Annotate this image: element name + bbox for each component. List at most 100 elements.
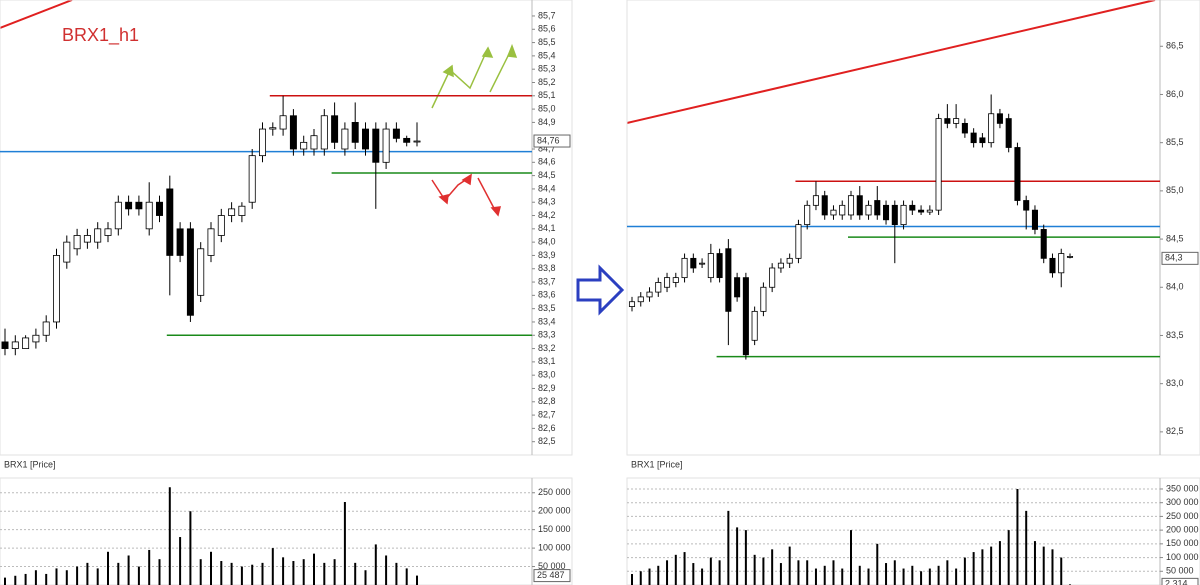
arrow-head [481,46,494,58]
y-tick-label: 82,5 [1166,426,1184,436]
candle-body [690,257,697,269]
panel-label: BRX1 [Price] [4,459,56,469]
candle-body [839,204,846,216]
candle-body [42,321,50,336]
candle-body [979,137,986,144]
last-value-label: 84,3 [1165,253,1183,263]
y-tick-label: 86,0 [1166,89,1184,99]
candle-body [351,121,359,143]
y-tick-label: 85,0 [538,103,556,113]
transition-arrow [576,264,625,316]
y-tick-label: 83,8 [538,263,556,273]
y-tick-label: 84,4 [538,183,556,193]
scenario-arrows [431,43,518,217]
candle-body [883,204,890,221]
candle-body [53,255,60,323]
candle-body [11,341,19,349]
y-tick-label: 84,6 [538,157,556,167]
candle-body [73,235,81,250]
candle-body [238,205,246,216]
candle-body [392,128,400,139]
candle-body [681,257,688,279]
candle-body [331,115,339,143]
candle-body [1005,118,1012,148]
y-tick-label: 83,1 [538,356,556,366]
last-value-box [533,569,571,583]
y-tick-label: 83,7 [538,276,556,286]
candle-body [804,204,811,226]
candle-body [289,115,297,150]
y-tick-label: 84,2 [538,210,556,220]
candle-body [900,204,907,226]
y-tick-label: 250 000 [1166,511,1199,521]
candle-body [217,215,225,236]
panel-frame [0,477,573,585]
panel-frame [626,477,1200,585]
y-tick-label: 85,5 [1166,137,1184,147]
y-tick-label: 83,6 [538,290,556,300]
y-tick-label: 85,5 [538,37,556,47]
candle-body [22,337,30,349]
candle-body [891,204,898,226]
candle-body [403,137,411,143]
y-tick-label: 100 000 [538,542,571,552]
trend-line [0,0,73,29]
y-tick-label: 350 000 [1166,483,1199,493]
y-tick-label: 84,5 [1166,233,1184,243]
candle-body [725,248,732,312]
candle-body [637,296,644,303]
candle-body [953,118,960,124]
candle-body [628,301,636,307]
y-tick-label: 84,9 [538,117,556,127]
up-arrow-path [489,47,513,93]
candle-body [707,253,714,279]
candle-body [909,204,916,211]
candle-body [1066,256,1074,258]
candle-body [664,277,671,288]
y-tick-label: 200 000 [1166,525,1199,535]
down-arrow-path [477,177,497,213]
panel-frame [0,0,573,456]
candle-body [769,267,776,288]
y-tick-label: 82,9 [538,383,556,393]
candle-body [166,188,174,256]
y-tick-label: 82,8 [538,396,556,406]
arrow-head [490,206,501,217]
y-tick-label: 50 000 [538,561,566,571]
arrow-head [461,173,472,186]
candle-body [786,257,793,264]
candle-body [865,204,872,216]
trend-line [626,0,1156,124]
candle-body [1,341,9,349]
candle-body [944,118,951,124]
candle-body [156,201,163,216]
candle-body [341,128,349,150]
candle-body [716,253,723,279]
candle-body [734,277,741,298]
y-tick-label: 83,9 [538,250,556,260]
candle-body [197,248,205,296]
y-tick-label: 150 000 [538,524,571,534]
candle-body [114,201,122,230]
candle-body [1014,147,1021,201]
y-tick-label: 83,3 [538,330,556,340]
candle-body [104,228,112,236]
candle-body [300,141,308,150]
candle-body [856,195,863,216]
candle-body [207,228,215,256]
arrow-head [442,64,454,78]
candle-body [996,113,1003,124]
candle-body [176,228,184,256]
y-tick-label: 86,5 [1166,41,1184,51]
panel-label: BRX1 [Price] [631,459,683,469]
candle-body [699,262,706,265]
last-value-box [533,134,571,148]
y-tick-label: 85,7 [538,10,556,20]
y-tick-label: 83,0 [538,370,556,380]
candle-body [830,209,837,216]
y-tick-label: 85,1 [538,90,556,100]
candle-body [874,200,881,216]
y-tick-label: 84,3 [538,197,556,207]
chart-title: BRX1_h1 [62,25,139,46]
